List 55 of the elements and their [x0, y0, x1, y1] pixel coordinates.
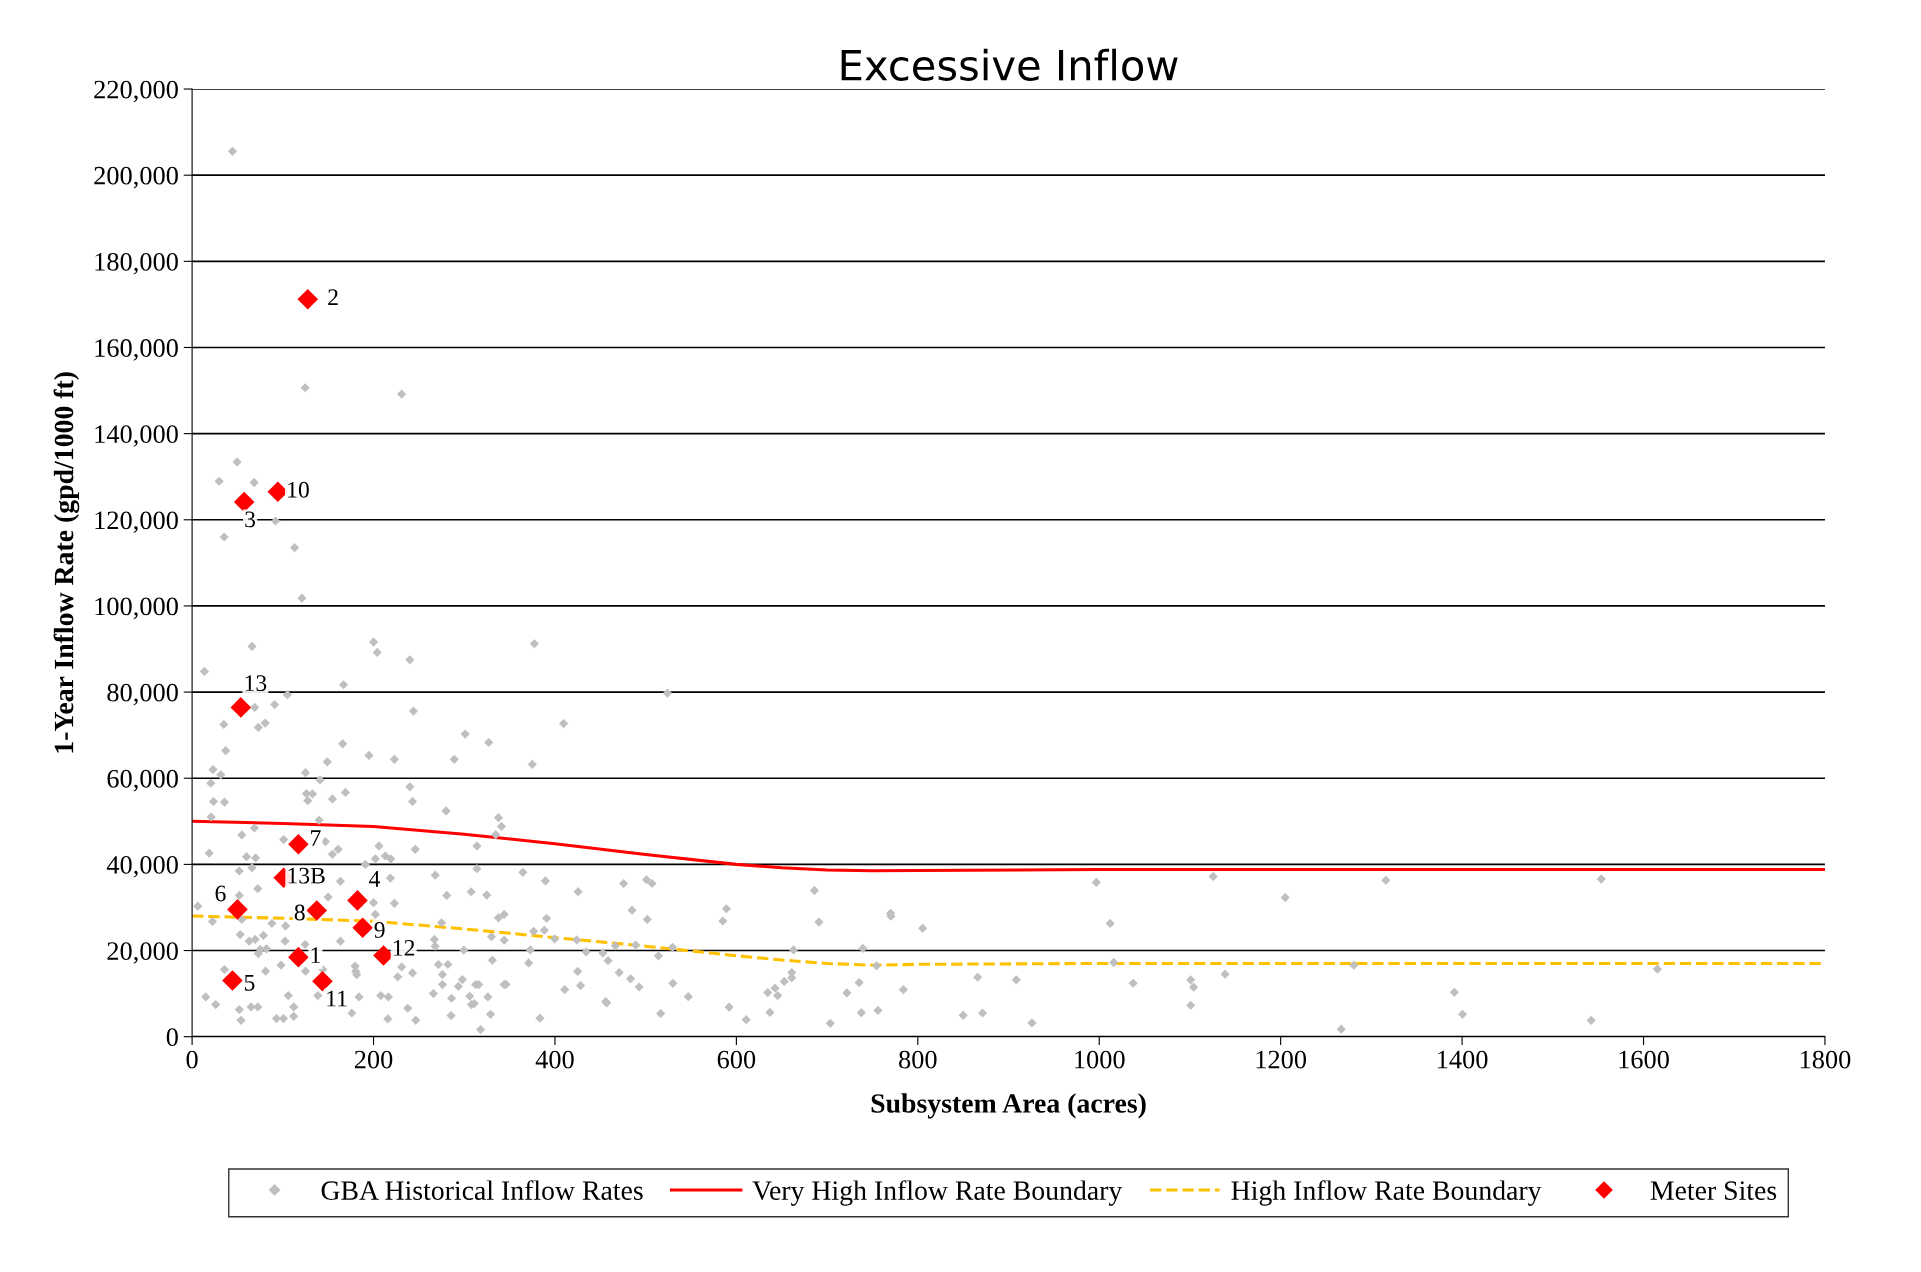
x-tick-label: 1000: [1075, 1050, 1125, 1069]
y-tick-label: 0: [166, 1028, 178, 1047]
point: [306, 900, 328, 921]
annotation: 11: [327, 990, 347, 1007]
y-axis-title: 1-Year Inflow Rate (gpd/1000 ft): [53, 372, 80, 753]
annotation: 13B: [288, 867, 325, 884]
annotation: 13: [245, 675, 267, 692]
annotation: 8: [294, 904, 305, 921]
point: [373, 945, 394, 966]
point: [288, 946, 309, 968]
legend-label: Very High Inflow Rate Boundary: [752, 1180, 1123, 1206]
y-tick-label: 140,000: [95, 425, 178, 447]
annotation: 3: [245, 511, 256, 528]
annotation: 10: [288, 481, 309, 498]
point: [233, 491, 255, 513]
annotation: 6: [215, 885, 226, 902]
x-tick-label: 0: [186, 1050, 198, 1069]
legend-label: GBA Historical Inflow Rates: [321, 1180, 643, 1200]
x-tick-label: 400: [535, 1050, 574, 1069]
point: [288, 833, 309, 855]
y-tick-label: 100,000: [95, 597, 178, 620]
y-tick-label: 200,000: [94, 166, 178, 189]
x-tick-label: 1200: [1256, 1050, 1307, 1069]
point: [227, 899, 248, 920]
y-tick-label: 120,000: [95, 511, 178, 533]
point: [312, 970, 333, 992]
point: [222, 970, 243, 991]
x-axis-title: Subsystem Area (acres): [871, 1093, 1146, 1119]
x-tick-label: 1800: [1800, 1050, 1851, 1069]
annotation: 9: [374, 922, 385, 938]
annotation: 5: [244, 974, 255, 991]
point: [352, 917, 373, 939]
annotation: 12: [393, 939, 415, 956]
x-tick-label: 200: [354, 1050, 393, 1069]
legend-label: Meter Sites: [1650, 1181, 1777, 1200]
y-tick-label: 220,000: [94, 80, 178, 103]
y-tick-label: 20,000: [107, 942, 178, 964]
x-tick-label: 600: [717, 1050, 756, 1069]
point: [297, 288, 319, 310]
x-tick-label: 800: [899, 1050, 937, 1069]
y-tick-label: 180,000: [95, 252, 178, 275]
y-tick-label: 80,000: [107, 683, 178, 706]
point: [230, 697, 252, 718]
annotation: 4: [369, 871, 381, 887]
x-tick-label: 1600: [1619, 1050, 1669, 1069]
annotation: 2: [328, 289, 338, 305]
y-tick-label: 60,000: [107, 769, 178, 792]
y-tick-label: 160,000: [95, 339, 178, 361]
point: [347, 890, 368, 911]
annotation: 7: [311, 830, 321, 846]
x-tick-label: 1400: [1438, 1050, 1488, 1069]
legend-label: High Inflow Rate Boundary: [1231, 1180, 1542, 1206]
chart-title: Excessive Inflow: [841, 48, 1178, 81]
annotation: 1: [311, 947, 320, 963]
y-tick-label: 40,000: [106, 855, 178, 878]
